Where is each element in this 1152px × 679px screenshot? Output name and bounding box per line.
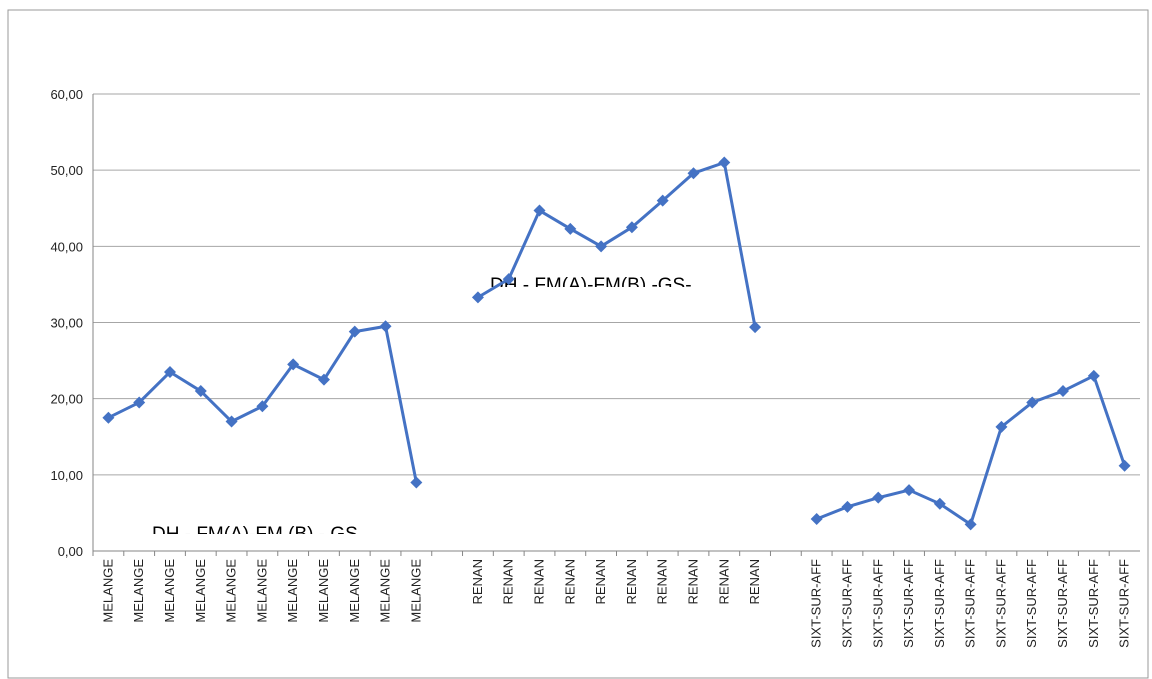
x-tick-label: MELANGE xyxy=(254,559,269,623)
x-tick-label: RENAN xyxy=(747,559,762,605)
x-tick-label: MELANGE xyxy=(131,559,146,623)
marker xyxy=(810,513,823,526)
x-tick-label: SIXT-SUR-AFF xyxy=(870,559,885,648)
x-tick-label: SIXT-SUR-AFF xyxy=(932,559,947,648)
chart-frame xyxy=(7,9,1149,679)
x-tick-label: MELANGE xyxy=(100,559,115,623)
marker xyxy=(995,420,1008,433)
x-tick-label: MELANGE xyxy=(378,559,393,623)
marker xyxy=(1087,369,1100,382)
marker xyxy=(749,321,762,334)
x-tick-label: MELANGE xyxy=(347,559,362,623)
x-tick-label: SIXT-SUR-AFF xyxy=(901,559,916,648)
marker xyxy=(903,484,916,497)
y-tick-label: 40,00 xyxy=(50,239,83,254)
marker xyxy=(471,291,484,304)
x-tick-label: MELANGE xyxy=(316,559,331,623)
x-tick-label: SIXT-SUR-AFF xyxy=(1117,559,1132,648)
y-tick-label: 0,00 xyxy=(58,544,83,559)
annotation: DH - FM(A)-FM (B) - GS xyxy=(152,524,358,545)
y-tick-label: 10,00 xyxy=(50,468,83,483)
marker xyxy=(348,325,361,338)
marker xyxy=(718,156,731,169)
series-line xyxy=(477,160,757,328)
marker xyxy=(1026,396,1039,409)
marker xyxy=(256,400,269,413)
x-tick-label: MELANGE xyxy=(408,559,423,623)
x-tick-label: RENAN xyxy=(470,559,485,605)
marker xyxy=(410,476,423,489)
marker xyxy=(1057,385,1070,398)
x-tick-label: SIXT-SUR-AFF xyxy=(809,559,824,648)
x-tick-label: MELANGE xyxy=(193,559,208,623)
marker xyxy=(379,320,392,333)
x-tick-label: MELANGE xyxy=(224,559,239,623)
marker xyxy=(225,415,238,428)
marker xyxy=(502,273,515,286)
marker xyxy=(317,373,330,386)
x-tick-label: RENAN xyxy=(624,559,639,605)
marker xyxy=(163,366,176,379)
x-tick-label: SIXT-SUR-AFF xyxy=(1086,559,1101,648)
y-tick-label: 50,00 xyxy=(50,163,83,178)
marker xyxy=(872,491,885,504)
y-tick-label: 20,00 xyxy=(50,392,83,407)
x-tick-label: SIXT-SUR-AFF xyxy=(993,559,1008,648)
marker xyxy=(933,497,946,510)
x-tick-label: RENAN xyxy=(501,559,516,605)
marker xyxy=(564,222,577,235)
marker xyxy=(194,385,207,398)
marker xyxy=(841,500,854,513)
x-tick-label: SIXT-SUR-AFF xyxy=(963,559,978,648)
annotation: DH - FM(A)-FM(B) -GS- xyxy=(490,275,692,296)
x-tick-label: MELANGE xyxy=(285,559,300,623)
marker xyxy=(533,204,546,217)
x-tick-label: RENAN xyxy=(655,559,670,605)
plot: 0,00 10,00 20,00 30,00 40,00 50,00 60,00 MELANG… xyxy=(50,87,1140,648)
y-tick-label: 30,00 xyxy=(50,316,83,331)
marker xyxy=(133,396,146,409)
x-tick-label: RENAN xyxy=(532,559,547,605)
x-tick-label: MELANGE xyxy=(162,559,177,623)
marker xyxy=(102,411,115,424)
x-tick-label: RENAN xyxy=(716,559,731,605)
marker xyxy=(656,194,669,207)
y-tick-label: 60,00 xyxy=(50,87,83,102)
x-tick-label: SIXT-SUR-AFF xyxy=(1024,559,1039,648)
marker xyxy=(687,167,700,180)
x-tick-label: SIXT-SUR-AFF xyxy=(1055,559,1070,648)
x-tick-label: RENAN xyxy=(562,559,577,605)
marker xyxy=(595,240,608,253)
marker xyxy=(1118,459,1131,472)
x-tick-label: RENAN xyxy=(685,559,700,605)
x-tick-label: SIXT-SUR-AFF xyxy=(839,559,854,648)
x-tick-label: RENAN xyxy=(593,559,608,605)
marker xyxy=(625,221,638,234)
marker xyxy=(964,518,977,531)
marker xyxy=(287,358,300,371)
